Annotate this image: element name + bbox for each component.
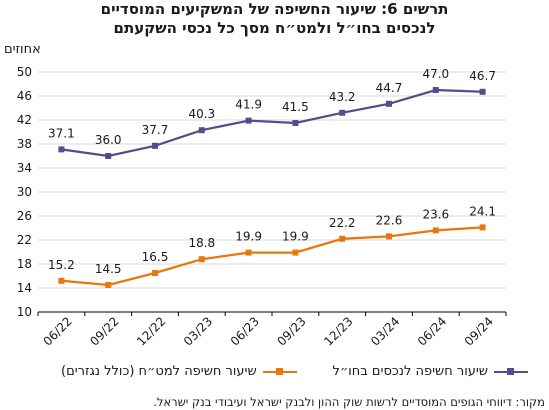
data-label-1: 19.9 [282, 230, 309, 244]
data-point-1 [105, 282, 112, 288]
source-note: מקור: דיווחי הגופים המוסדיים לרשות שוק ה… [153, 395, 545, 409]
data-point-0 [432, 87, 439, 93]
x-tick-label: 09/23 [274, 314, 308, 348]
chart-title: תרשים 6: שיעור החשיפה של המשקיעים המוסדי… [100, 0, 449, 18]
legend-swatch-fx-exposure [262, 366, 297, 378]
data-label-0: 37.1 [48, 126, 75, 140]
data-point-1 [292, 249, 299, 256]
data-label-0: 47.0 [422, 67, 449, 81]
data-point-0 [292, 120, 299, 126]
data-label-0: 41.9 [235, 98, 262, 112]
legend-item-fx-exposure: שיעור חשיפה למט״ח (כולל נגזרים) [61, 364, 297, 379]
x-tick-label: 06/24 [415, 314, 449, 348]
y-tick-label: 30 [17, 185, 32, 199]
data-point-1 [152, 270, 158, 276]
y-tick-label: 22 [17, 233, 32, 247]
data-point-0 [479, 88, 486, 95]
data-point-1 [245, 249, 252, 256]
data-label-1: 24.1 [469, 204, 496, 218]
grid-lines [38, 71, 506, 313]
y-tick-label: 14 [17, 281, 32, 295]
data-label-0: 41.5 [282, 100, 309, 114]
data-point-0 [339, 109, 346, 116]
x-tick-label: 12/23 [321, 314, 355, 348]
series-line-0 [61, 88, 483, 158]
data-label-0: 36.0 [95, 133, 122, 147]
x-tick-label: 03/23 [181, 314, 215, 348]
data-point-1 [432, 227, 439, 234]
data-point-0 [198, 127, 205, 134]
y-axis-unit-label: אחוזים [4, 42, 41, 57]
x-tick-label: 03/24 [368, 314, 402, 348]
data-label-0: 37.7 [142, 123, 169, 137]
y-tick-label: 50 [17, 65, 32, 79]
y-tick-label: 42 [17, 113, 32, 127]
data-label-0: 46.7 [469, 69, 496, 83]
data-label-1: 16.5 [142, 250, 169, 264]
legend: שיעור חשיפה לנכסים בחו״ל שיעור חשיפה למט… [37, 364, 534, 386]
legend-swatch-foreign-assets [494, 366, 528, 378]
data-point-0 [152, 142, 158, 149]
data-label-1: 22.2 [329, 216, 356, 230]
legend-label-foreign-assets: שיעור חשיפה לנכסים בחו״ל [332, 364, 488, 379]
y-axis-ticks: 10 14 18 22 26 30 34 38 42 46 50 [17, 65, 32, 319]
y-tick-label: 10 [17, 305, 32, 319]
data-label-0: 40.3 [188, 107, 215, 121]
data-label-1: 22.6 [376, 213, 403, 227]
legend-item-foreign-assets: שיעור חשיפה לנכסים בחו״ל [332, 364, 528, 379]
data-label-1: 18.8 [188, 236, 215, 250]
data-point-0 [58, 146, 65, 153]
y-tick-label: 26 [17, 209, 32, 223]
y-tick-label: 34 [17, 161, 32, 175]
data-label-1: 15.2 [48, 258, 75, 272]
data-point-0 [245, 117, 252, 124]
x-tick-label: 09/24 [462, 314, 496, 348]
data-label-1: 19.9 [235, 230, 262, 244]
data-label-1: 23.6 [422, 207, 449, 221]
data-point-1 [386, 233, 392, 240]
y-tick-label: 38 [17, 137, 32, 151]
data-point-0 [386, 100, 392, 107]
series-layer: 37.1 36.0 37.7 40.3 41.9 41.5 43.2 44.7 47.0 46.7… [48, 67, 496, 288]
y-tick-label: 18 [17, 257, 32, 271]
data-label-1: 14.5 [95, 262, 122, 276]
x-tick-label: 06/22 [40, 314, 74, 348]
x-tick-label: 06/23 [228, 314, 262, 348]
x-axis-ticks: 06/22 09/22 12/22 03/23 06/23 09/23 12/23 03/24… [37, 312, 507, 349]
series-line-1 [61, 226, 483, 287]
x-tick-label: 09/22 [87, 314, 121, 348]
data-point-0 [105, 153, 112, 159]
legend-label-fx-exposure: שיעור חשיפה למט״ח (כולל נגזרים) [61, 364, 257, 379]
data-label-0: 43.2 [329, 90, 356, 104]
data-point-1 [198, 256, 205, 263]
data-point-1 [58, 277, 65, 284]
data-label-0: 44.7 [376, 81, 403, 95]
y-tick-label: 46 [17, 89, 32, 103]
chart-subtitle: לנכסים בחו״ל ולמט״ח מסך כל נכסי השקעתם [113, 19, 436, 37]
x-tick-label: 12/22 [134, 314, 168, 348]
data-point-1 [479, 224, 486, 231]
data-point-1 [339, 235, 346, 242]
